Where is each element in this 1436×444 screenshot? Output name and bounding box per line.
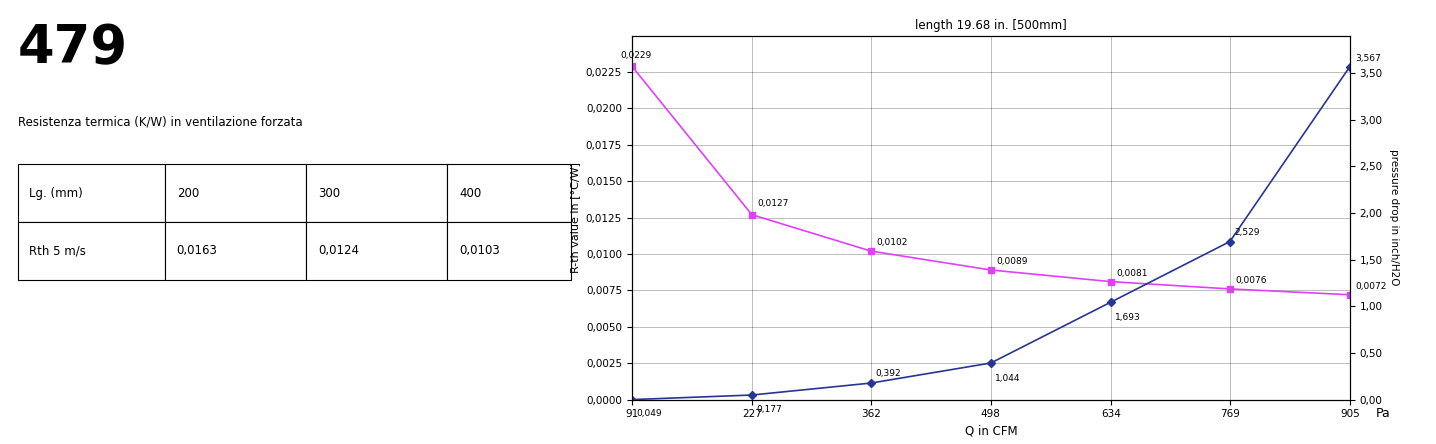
FancyBboxPatch shape (306, 222, 448, 280)
FancyBboxPatch shape (448, 222, 572, 280)
Text: 0,0127: 0,0127 (757, 199, 788, 208)
FancyBboxPatch shape (165, 222, 306, 280)
Text: Resistenza termica (K/W) in ventilazione forzata: Resistenza termica (K/W) in ventilazione… (17, 115, 303, 128)
Text: 0,392: 0,392 (875, 369, 900, 378)
Text: 0,049: 0,049 (636, 409, 662, 418)
FancyBboxPatch shape (448, 164, 572, 222)
Text: 300: 300 (317, 186, 340, 200)
Text: 200: 200 (177, 186, 198, 200)
Text: 0,0103: 0,0103 (460, 244, 500, 258)
Text: Rth 5 m/s: Rth 5 m/s (29, 244, 86, 258)
Text: 2,529: 2,529 (1234, 228, 1259, 237)
Text: 1,693: 1,693 (1114, 313, 1140, 322)
Text: 0,0124: 0,0124 (317, 244, 359, 258)
Text: 479: 479 (17, 22, 128, 74)
Text: 0,0163: 0,0163 (177, 244, 217, 258)
FancyBboxPatch shape (306, 164, 448, 222)
Text: 0,0076: 0,0076 (1235, 276, 1267, 285)
FancyBboxPatch shape (17, 164, 165, 222)
Text: 1,044: 1,044 (995, 374, 1021, 383)
Text: 3,567: 3,567 (1356, 54, 1381, 63)
Y-axis label: pressure drop in inch/H2O: pressure drop in inch/H2O (1390, 149, 1399, 286)
Text: 0,0081: 0,0081 (1116, 269, 1147, 278)
Text: Lg. (mm): Lg. (mm) (29, 186, 83, 200)
Text: Pa: Pa (1376, 407, 1390, 420)
Text: 0,177: 0,177 (755, 404, 781, 414)
X-axis label: Q in CFM: Q in CFM (965, 425, 1017, 438)
Text: 0,0089: 0,0089 (997, 258, 1028, 266)
Text: 0,0072: 0,0072 (1356, 282, 1387, 291)
Text: 0,0229: 0,0229 (620, 51, 652, 60)
Y-axis label: R-th value in [°C/W]: R-th value in [°C/W] (570, 162, 580, 273)
FancyBboxPatch shape (17, 222, 165, 280)
Text: 400: 400 (460, 186, 481, 200)
FancyBboxPatch shape (165, 164, 306, 222)
Title: length 19.68 in. [500mm]: length 19.68 in. [500mm] (915, 19, 1067, 32)
Text: 0,0102: 0,0102 (876, 238, 908, 247)
